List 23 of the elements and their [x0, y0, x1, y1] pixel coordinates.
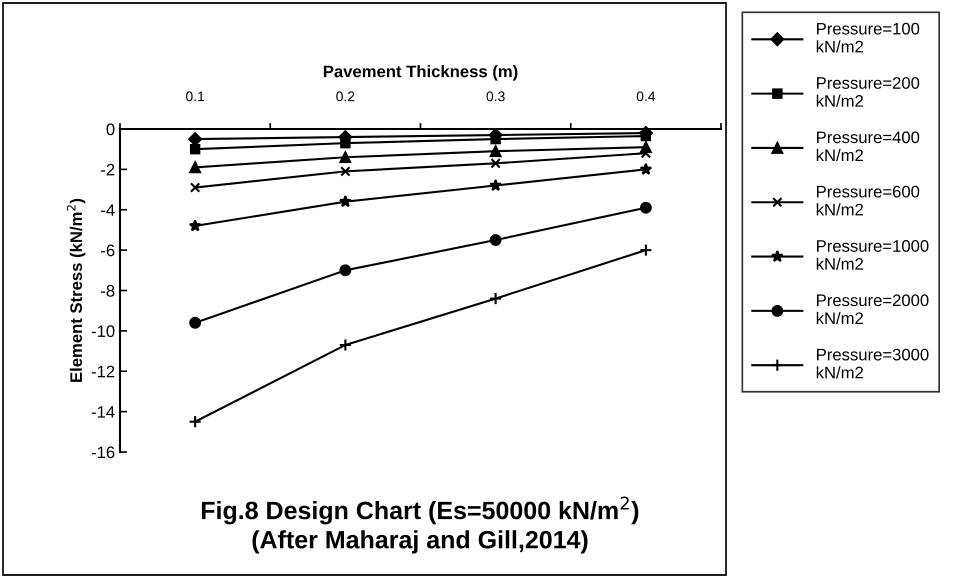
- y-tick-label: -8: [101, 284, 114, 297]
- x-tick-label: 0.2: [336, 91, 354, 102]
- y-tick-label: -12: [92, 366, 114, 378]
- x-tick-label: 0.1: [186, 91, 204, 102]
- x-tick-label: 0.3: [486, 91, 505, 102]
- y-tick-label: -16: [92, 446, 114, 458]
- y-tick-label: -10: [92, 325, 114, 338]
- x-axis-title: Pavement Thickness (m): [324, 65, 518, 81]
- chart-title: Fig.8 Design Chart (Es=50000 kN/m$^{2}$) (After Maharaj and Gill,2014): [202, 496, 638, 554]
- legend-label: Pressure=2000 kN/m2: [816, 294, 929, 324]
- legend-label: Pressure=100 kN/m2: [816, 22, 920, 53]
- legend-label: Pressure=200 kN/m2: [816, 77, 920, 107]
- legend-label: Pressure=400 kN/m2: [816, 131, 920, 162]
- legend-label: Pressure=600 kN/m2: [816, 186, 920, 216]
- y-tick-label: -2: [101, 164, 114, 176]
- y-tick-label: -14: [92, 406, 115, 418]
- legend-label: Pressure=3000 kN/m2: [816, 348, 929, 378]
- y-tick-label: -6: [101, 244, 114, 256]
- legend-label: Pressure=1000 kN/m2: [816, 240, 929, 270]
- x-tick-label: 0.4: [636, 91, 656, 102]
- y-tick-label: -4: [101, 204, 115, 216]
- y-tick-label: 0: [106, 123, 114, 136]
- y-axis-title: Element Stress (kN/m$^{2}$): [66, 198, 86, 382]
